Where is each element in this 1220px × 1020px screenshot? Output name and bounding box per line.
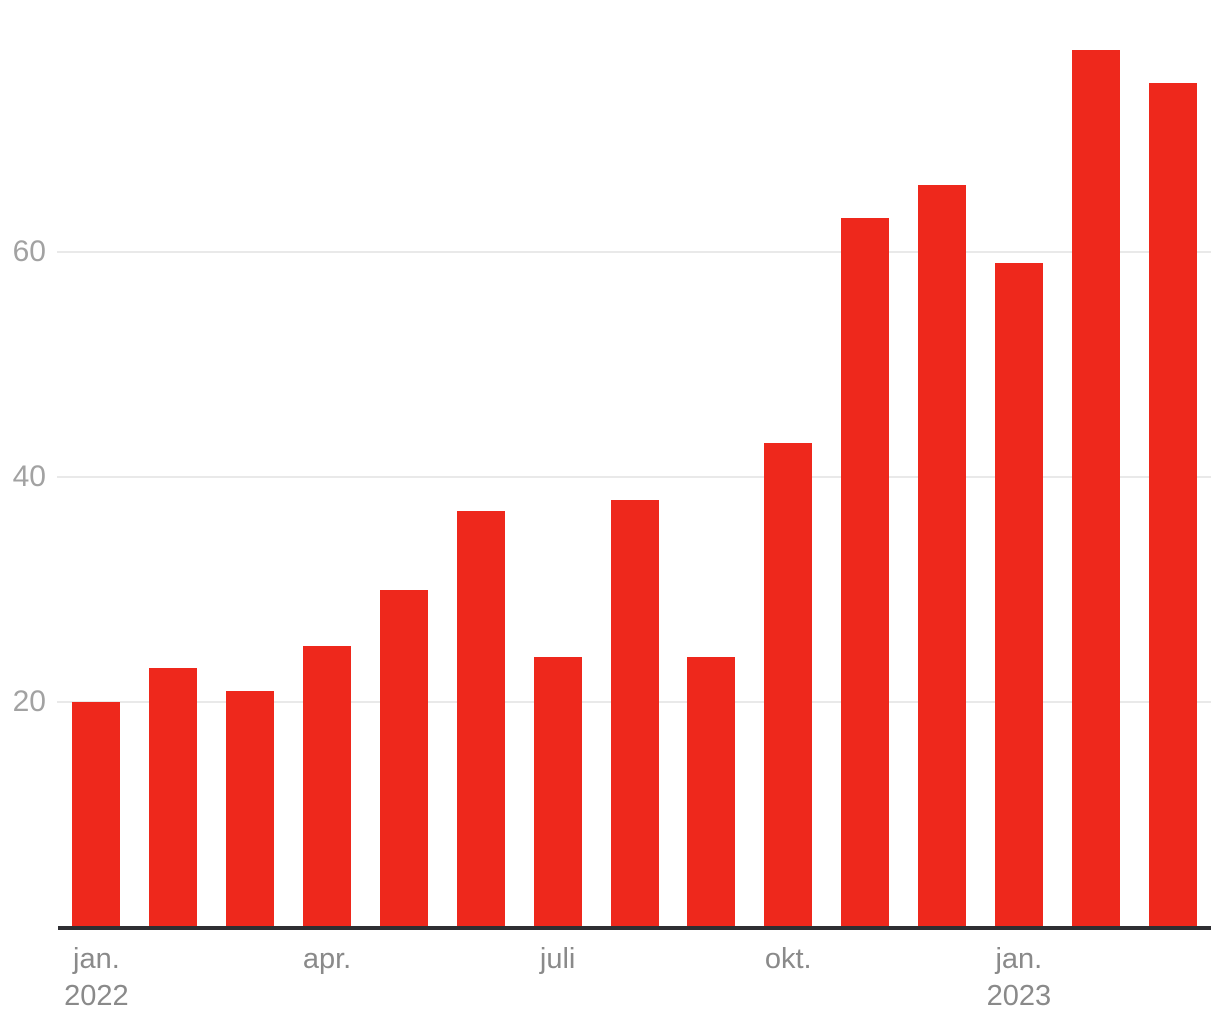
bar-jan-2022 xyxy=(72,702,121,927)
y-tick-label-20: 20 xyxy=(12,685,46,718)
bar-mei-2022 xyxy=(379,589,428,927)
bar-feb-2023 xyxy=(1071,49,1120,927)
gridline-40 xyxy=(57,476,1211,478)
x-tick-label-jan-2023: jan. 2023 xyxy=(986,943,1052,1012)
y-tick-label-60: 60 xyxy=(12,235,46,268)
bar-mrt-2022 xyxy=(226,690,275,927)
x-tick-label-juli: juli xyxy=(539,943,576,975)
x-tick-label-jan-2022: jan. 2022 xyxy=(64,943,129,1012)
bar-nov-2022 xyxy=(841,218,890,927)
x-axis-line xyxy=(58,926,1211,930)
bar-dec-2022 xyxy=(917,184,966,927)
x-tick-label-okt: okt. xyxy=(764,943,812,975)
bar-mrt-2023 xyxy=(1148,83,1197,927)
bar-okt-2022 xyxy=(764,443,813,927)
bar-sep-2022 xyxy=(687,657,736,927)
bar-jan-2023 xyxy=(994,263,1043,927)
x-tick-label-apr: apr. xyxy=(302,943,352,975)
bar-juli-2022 xyxy=(533,657,582,927)
bar-juni-2022 xyxy=(456,510,505,927)
bar-feb-2022 xyxy=(149,668,198,927)
bar-aug-2022 xyxy=(610,499,659,927)
gridline-60 xyxy=(57,251,1211,253)
bar-apr-2022 xyxy=(303,645,352,927)
y-tick-label-40: 40 xyxy=(12,460,46,493)
